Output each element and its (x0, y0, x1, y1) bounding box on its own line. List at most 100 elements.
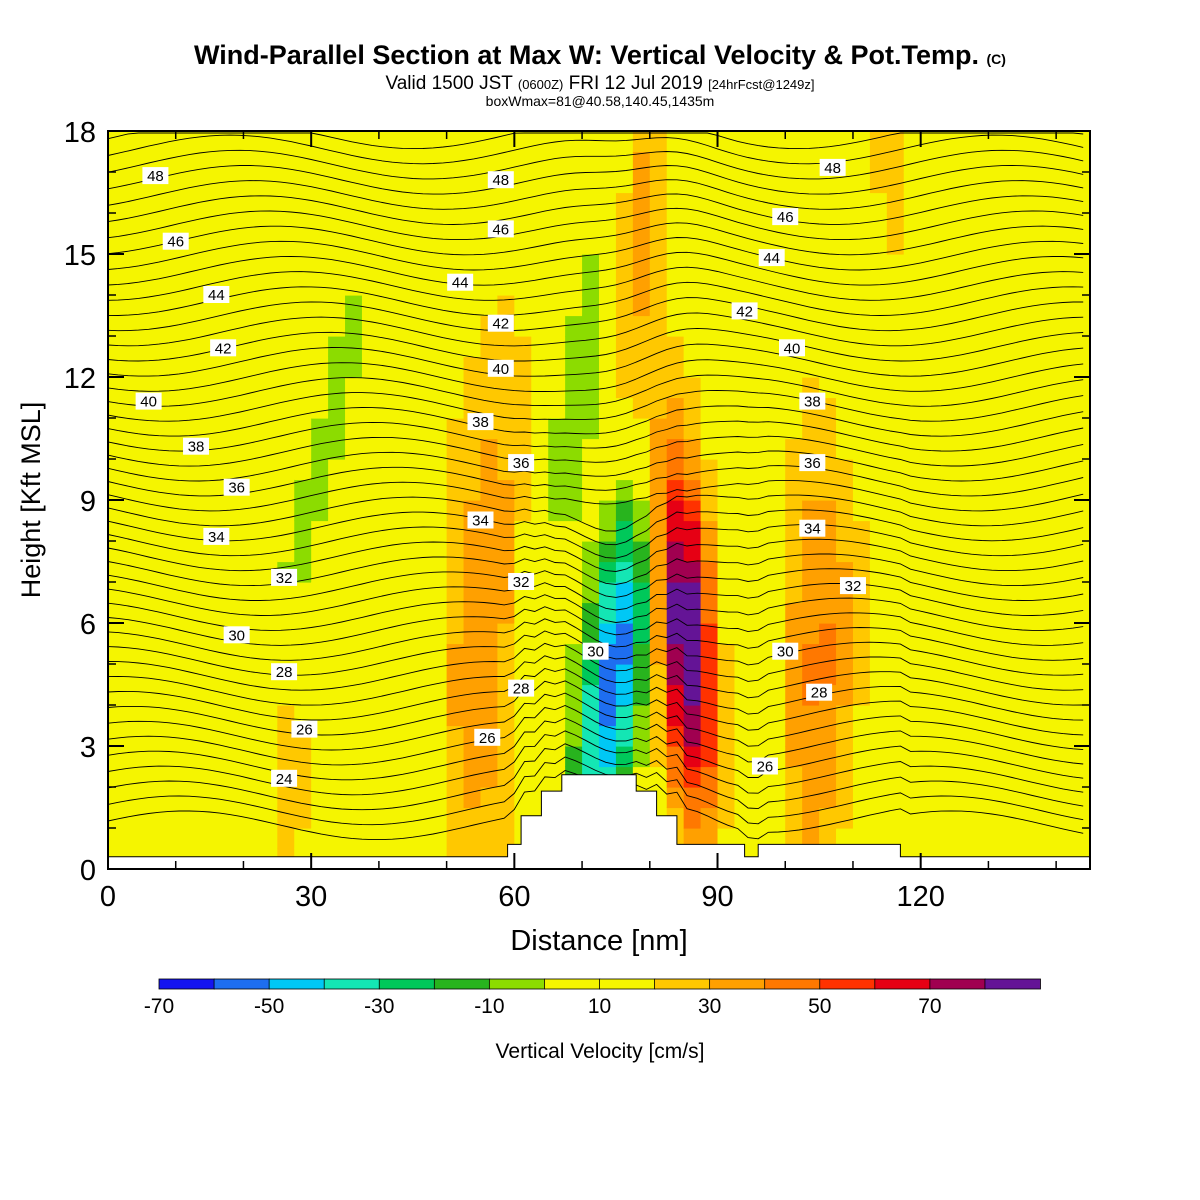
velocity-cell (700, 561, 719, 583)
velocity-cell (802, 274, 820, 296)
velocity-cell (294, 131, 312, 153)
velocity-cell (802, 828, 820, 850)
velocity-cell (869, 746, 888, 768)
velocity-cell (988, 315, 1006, 337)
isentrope-label: 40 (492, 361, 509, 378)
isentrope-label: 46 (777, 209, 794, 226)
velocity-cell (260, 131, 278, 153)
colorbar-swatch (764, 978, 821, 990)
velocity-cell (836, 500, 854, 522)
isentrope-line (107, 692, 1084, 751)
velocity-cell (260, 479, 278, 501)
velocity-cell (666, 459, 685, 481)
velocity-cell (666, 131, 685, 153)
velocity-cell (141, 807, 160, 829)
velocity-cell (971, 131, 990, 153)
velocity-cell (599, 172, 617, 194)
velocity-cell (683, 192, 702, 214)
colorbar-swatch (323, 978, 381, 990)
velocity-cell (361, 500, 380, 522)
velocity-cell (869, 520, 888, 542)
velocity-cell (294, 438, 312, 460)
velocity-cell (294, 766, 312, 788)
velocity-cell (311, 315, 329, 337)
velocity-cell (1022, 213, 1040, 235)
velocity-cell (361, 643, 380, 665)
velocity-cell (886, 479, 905, 501)
velocity-cell (1073, 274, 1091, 296)
velocity-cell (768, 787, 786, 809)
velocity-cell (751, 151, 769, 173)
velocity-cell (1022, 459, 1040, 481)
velocity-cell (852, 807, 871, 829)
velocity-cell (1056, 787, 1074, 809)
velocity-cell (429, 828, 448, 850)
velocity-cell (175, 807, 194, 829)
velocity-cell (378, 541, 397, 563)
velocity-cell (1022, 807, 1040, 829)
velocity-cell (158, 356, 177, 378)
velocity-cell (717, 520, 736, 542)
velocity-cell (277, 479, 295, 501)
velocity-cell (802, 336, 820, 358)
velocity-cell (412, 705, 431, 727)
velocity-cell (378, 623, 397, 645)
velocity-cell (954, 520, 973, 542)
velocity-cell (903, 766, 922, 788)
velocity-cell (514, 397, 532, 419)
velocity-cell (497, 705, 515, 727)
velocity-cell (243, 213, 261, 235)
velocity-cell (1056, 664, 1074, 686)
velocity-cell (108, 438, 126, 460)
velocity-cell (124, 315, 143, 337)
velocity-cell (971, 541, 990, 563)
velocity-cell (819, 664, 837, 686)
velocity-cell (192, 131, 211, 153)
velocity-cell (971, 746, 990, 768)
velocity-cell (1056, 459, 1074, 481)
velocity-cell (1073, 315, 1091, 337)
velocity-cell (971, 213, 990, 235)
velocity-cell (531, 172, 549, 194)
velocity-cell (429, 131, 448, 153)
velocity-cell (852, 684, 871, 706)
velocity-cell (599, 336, 617, 358)
velocity-cell (869, 643, 888, 665)
velocity-cell (209, 131, 228, 153)
velocity-cell (175, 377, 194, 399)
velocity-cell (328, 787, 346, 809)
velocity-cell (395, 725, 414, 747)
velocity-cell (836, 520, 854, 542)
velocity-cell (124, 746, 143, 768)
velocity-cell (243, 233, 261, 255)
velocity-cell (311, 746, 329, 768)
velocity-cell (717, 623, 736, 645)
velocity-cell (666, 213, 685, 235)
velocity-cell (226, 192, 245, 214)
velocity-cell (446, 664, 465, 686)
velocity-cell (361, 602, 380, 624)
velocity-cell (920, 766, 939, 788)
velocity-cell (226, 418, 245, 440)
isentrope-label: 38 (188, 439, 205, 456)
velocity-cell (886, 172, 905, 194)
velocity-cell (108, 192, 126, 214)
velocity-cell (480, 561, 499, 583)
velocity-cell (378, 254, 397, 276)
isentrope-label-bg (508, 679, 535, 697)
velocity-cell (294, 418, 312, 440)
velocity-cell (1056, 254, 1074, 276)
velocity-cell (971, 418, 990, 440)
velocity-cell (717, 684, 736, 706)
velocity-cell (852, 746, 871, 768)
velocity-cell (226, 315, 245, 337)
velocity-cell (141, 664, 160, 686)
velocity-cell (599, 664, 617, 686)
velocity-cell (531, 336, 549, 358)
velocity-cell (175, 602, 194, 624)
velocity-cell (802, 582, 820, 604)
velocity-cell (463, 582, 482, 604)
x-tick-label: 30 (295, 881, 327, 913)
velocity-cell (175, 479, 194, 501)
velocity-cell (158, 746, 177, 768)
